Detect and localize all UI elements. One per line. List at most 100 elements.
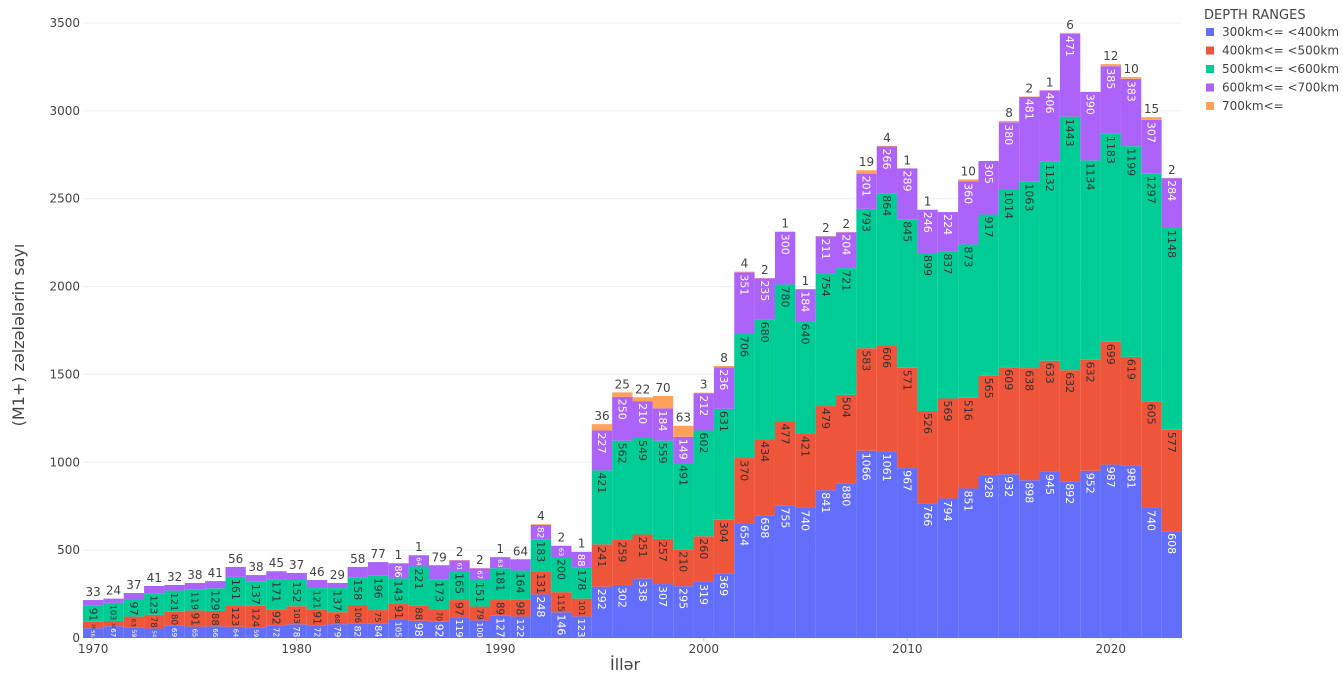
data-label: 421 xyxy=(799,436,812,457)
bar-segment xyxy=(897,468,917,638)
data-label: 58 xyxy=(350,552,365,566)
data-label: 221 xyxy=(412,568,425,589)
data-label: 706 xyxy=(738,336,751,357)
data-label: 845 xyxy=(900,221,913,242)
data-label: 224 xyxy=(941,214,954,235)
data-label: 158 xyxy=(351,579,364,600)
data-label: 583 xyxy=(860,350,873,371)
data-label: 477 xyxy=(778,424,791,445)
data-label: 123 xyxy=(229,607,240,626)
data-label: 184 xyxy=(799,291,812,312)
data-label: 79 xyxy=(432,550,447,564)
bar-segment xyxy=(124,593,144,600)
data-label: 78 xyxy=(148,617,158,628)
bar-segment xyxy=(368,562,388,576)
data-label: 605 xyxy=(1145,404,1158,425)
bar-segment xyxy=(429,565,449,579)
data-label: 183 xyxy=(534,541,547,562)
data-label: 77 xyxy=(370,547,385,561)
data-label: 119 xyxy=(453,619,464,637)
data-label: 1 xyxy=(395,548,403,562)
data-label: 880 xyxy=(839,485,852,506)
data-label: 8 xyxy=(1005,106,1013,120)
y-tick-label: 2000 xyxy=(49,280,80,294)
data-label: 210 xyxy=(677,551,690,572)
data-label: 6 xyxy=(1066,18,1074,32)
data-label: 151 xyxy=(473,582,486,603)
data-label: 1 xyxy=(496,542,504,556)
bar-segment xyxy=(653,396,673,408)
data-label: 434 xyxy=(758,441,771,462)
bar-segment xyxy=(266,571,286,579)
bar-segment xyxy=(714,366,734,367)
data-label: 793 xyxy=(860,211,873,232)
data-label: 63 xyxy=(557,548,565,556)
data-label: 122 xyxy=(514,619,525,638)
data-label: 292 xyxy=(595,589,608,610)
bar-segment xyxy=(978,475,998,638)
bar-segment xyxy=(1121,146,1141,357)
data-label: 200 xyxy=(554,559,567,580)
y-tick-label: 2500 xyxy=(49,192,80,206)
data-label: 79 xyxy=(474,609,484,620)
bar-segment xyxy=(1162,228,1182,430)
data-label: 10 xyxy=(961,164,976,178)
data-label: 606 xyxy=(880,347,893,368)
data-label: 64 xyxy=(231,629,239,637)
data-label: 1132 xyxy=(1043,164,1056,192)
data-label: 103 xyxy=(109,605,119,620)
bar-segment xyxy=(836,483,856,638)
data-label: 41 xyxy=(147,571,162,585)
data-label: 390 xyxy=(1084,94,1097,115)
data-label: 41 xyxy=(208,566,223,580)
data-label: 123 xyxy=(575,618,586,637)
x-tick-label: 2000 xyxy=(688,642,719,656)
data-label: 2 xyxy=(456,545,464,559)
data-label: 79 xyxy=(331,626,341,637)
bar-segment xyxy=(917,253,937,411)
data-label: 36 xyxy=(91,624,96,630)
bar-segment xyxy=(978,215,998,376)
data-label: 351 xyxy=(738,274,751,295)
data-label: 3 xyxy=(700,378,708,392)
data-label: 211 xyxy=(819,238,832,259)
bar-segment xyxy=(307,580,327,588)
data-label: 236 xyxy=(717,369,730,390)
legend-label: 300km<= <400km xyxy=(1222,25,1339,39)
data-label: 97 xyxy=(127,602,140,616)
data-label: 121 xyxy=(168,593,179,612)
data-label: 917 xyxy=(982,217,995,238)
data-label: 385 xyxy=(1104,68,1117,89)
data-label: 68 xyxy=(333,614,342,624)
bar-segment xyxy=(958,244,978,397)
data-label: 227 xyxy=(595,432,608,453)
data-label: 123 xyxy=(148,595,159,614)
x-axis-title: İllər xyxy=(610,655,640,674)
data-label: 196 xyxy=(371,578,384,599)
data-label: 967 xyxy=(900,470,913,491)
bar-segment xyxy=(246,575,266,582)
data-label: 38 xyxy=(248,560,263,574)
bar-segment xyxy=(531,524,551,525)
data-label: 64 xyxy=(513,544,528,558)
data-label: 92 xyxy=(270,611,283,625)
data-label: 92 xyxy=(432,624,445,638)
data-label: 562 xyxy=(615,443,628,464)
data-label: 640 xyxy=(799,324,812,345)
bar-segment xyxy=(1101,64,1121,66)
data-label: 173 xyxy=(432,581,445,602)
data-label: 755 xyxy=(778,507,791,528)
data-label: 300 xyxy=(778,234,791,255)
data-label: 1 xyxy=(1046,75,1054,89)
data-label: 1 xyxy=(578,537,586,551)
data-label: 981 xyxy=(1124,468,1137,489)
data-label: 577 xyxy=(1165,432,1178,453)
data-label: 1061 xyxy=(880,454,893,482)
data-label: 699 xyxy=(1104,344,1117,365)
data-label: 161 xyxy=(229,579,242,600)
x-tick-label: 1980 xyxy=(281,642,312,656)
bar-segment xyxy=(612,392,632,396)
data-label: 2 xyxy=(842,217,850,231)
data-label: 899 xyxy=(921,255,934,276)
